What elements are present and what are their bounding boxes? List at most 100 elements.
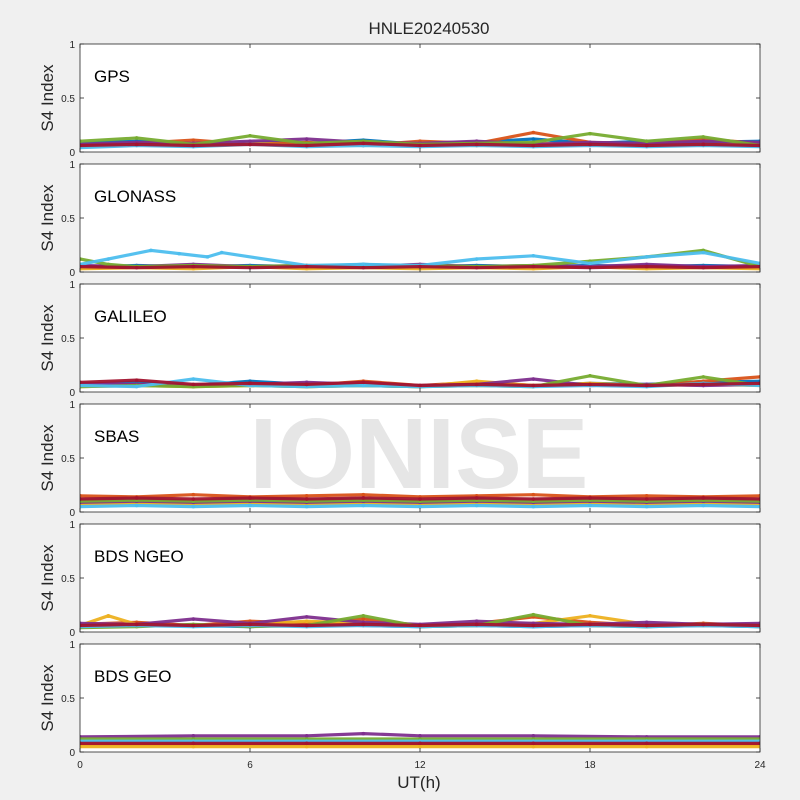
- data-point: [248, 134, 252, 138]
- data-point: [134, 503, 139, 508]
- figure-title: HNLE20240530: [369, 19, 490, 38]
- data-point: [177, 251, 181, 256]
- y-tick-label: 1: [69, 40, 75, 51]
- data-point: [474, 382, 479, 387]
- data-point: [701, 250, 706, 255]
- data-point: [644, 741, 649, 746]
- data-point: [701, 382, 706, 387]
- data-point: [304, 143, 309, 148]
- y-axis-label: S4 Index: [38, 184, 57, 252]
- x-tick-label: 0: [77, 760, 83, 771]
- data-point: [701, 265, 706, 270]
- data-point: [758, 143, 760, 148]
- y-tick-label: 0.5: [61, 574, 75, 585]
- data-point: [304, 494, 309, 498]
- y-tick-label: 0.5: [61, 94, 75, 105]
- data-point: [219, 250, 224, 255]
- panel-label-bds-ngeo: BDS NGEO: [94, 547, 184, 566]
- data-point: [191, 264, 196, 269]
- data-point: [531, 130, 536, 135]
- data-point: [248, 139, 252, 143]
- data-point: [418, 497, 422, 501]
- data-point: [588, 622, 592, 627]
- data-point: [418, 734, 422, 738]
- data-point: [758, 261, 760, 266]
- data-point: [474, 496, 479, 500]
- data-point: [191, 138, 196, 142]
- data-point: [106, 257, 111, 261]
- plot-area: [80, 44, 760, 152]
- data-point: [304, 623, 309, 628]
- data-point: [361, 496, 366, 500]
- y-tick-label: 0: [69, 388, 75, 399]
- y-axis-label: S4 Index: [38, 424, 57, 492]
- data-point: [531, 264, 536, 269]
- data-point: [701, 142, 706, 147]
- y-tick-label: 0: [69, 748, 75, 759]
- data-point: [418, 741, 422, 746]
- data-point: [205, 255, 210, 259]
- data-point: [191, 492, 196, 497]
- data-point: [248, 381, 252, 386]
- data-point: [758, 744, 760, 749]
- data-point: [531, 612, 536, 617]
- data-point: [644, 264, 649, 269]
- data-point: [134, 622, 139, 627]
- data-point: [361, 731, 366, 736]
- data-point: [758, 381, 760, 386]
- data-point: [191, 497, 196, 501]
- data-point: [80, 380, 82, 385]
- data-point: [474, 257, 479, 261]
- data-point: [701, 622, 706, 627]
- subplot-bds-geo: 0 0.5 1 BDS GEO S4 Index: [38, 640, 761, 759]
- data-point: [531, 623, 536, 628]
- data-point: [531, 143, 536, 148]
- x-tick-label: 24: [754, 760, 766, 771]
- data-point: [80, 497, 82, 501]
- data-point: [134, 265, 139, 270]
- data-point: [644, 744, 649, 749]
- series-group: [80, 492, 760, 509]
- data-point: [191, 623, 196, 628]
- x-axis-label: UT(h): [397, 773, 440, 792]
- data-point: [418, 383, 422, 388]
- data-point: [644, 494, 649, 498]
- data-point: [588, 261, 592, 266]
- data-point: [191, 382, 196, 387]
- data-point: [248, 496, 252, 500]
- subplot-bds-ngeo: 0 0.5 1 BDS NGEO S4 Index: [38, 520, 761, 639]
- data-point: [80, 139, 82, 143]
- data-point: [644, 504, 649, 509]
- data-point: [80, 623, 82, 628]
- data-point: [304, 497, 309, 501]
- data-point: [361, 265, 366, 270]
- data-point: [304, 619, 309, 623]
- data-point: [588, 142, 592, 147]
- data-point: [191, 741, 196, 746]
- data-point: [418, 744, 422, 749]
- data-point: [304, 741, 309, 746]
- data-point: [361, 380, 366, 385]
- data-point: [758, 504, 760, 509]
- data-point: [80, 143, 82, 148]
- data-point: [531, 137, 536, 141]
- data-point: [701, 139, 706, 143]
- data-point: [531, 744, 536, 749]
- y-tick-label: 0.5: [61, 454, 75, 465]
- panel-label-glonass: GLONASS: [94, 187, 176, 206]
- y-axis-label: S4 Index: [38, 544, 57, 612]
- data-point: [191, 504, 196, 509]
- data-point: [531, 377, 536, 381]
- data-point: [418, 264, 422, 269]
- data-point: [531, 383, 536, 388]
- data-point: [531, 504, 536, 509]
- data-point: [644, 255, 649, 259]
- data-point: [361, 141, 366, 146]
- data-point: [418, 504, 422, 509]
- data-point: [361, 503, 366, 508]
- data-point: [149, 248, 153, 253]
- data-point: [106, 614, 111, 618]
- data-point: [644, 623, 649, 628]
- data-point: [80, 383, 82, 388]
- data-point: [248, 503, 252, 508]
